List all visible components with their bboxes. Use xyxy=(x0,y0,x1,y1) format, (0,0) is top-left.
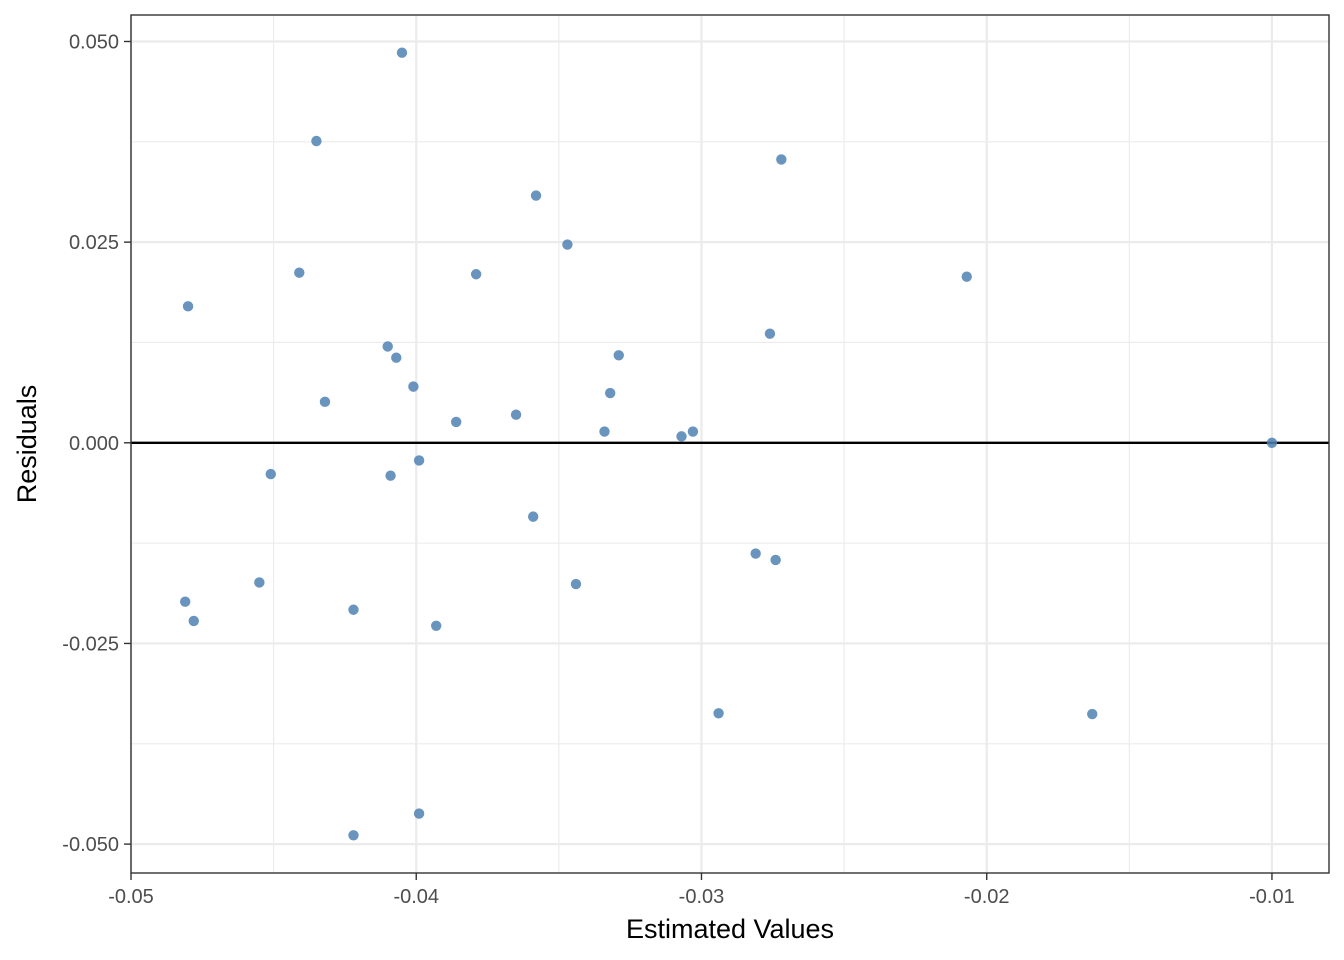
y-tick-label: 0.025 xyxy=(69,232,119,254)
data-point xyxy=(562,239,573,250)
data-point xyxy=(527,511,539,522)
data-point xyxy=(764,328,776,339)
y-tick-label: 0.000 xyxy=(69,433,119,455)
y-axis-title: Residuals xyxy=(12,385,42,504)
x-axis-title: Estimated Values xyxy=(626,914,834,944)
data-point xyxy=(687,426,699,437)
data-point xyxy=(385,470,396,481)
data-point xyxy=(510,409,522,420)
x-tick-label: -0.02 xyxy=(964,886,1010,908)
data-point xyxy=(605,387,616,399)
data-point xyxy=(599,426,610,437)
data-point xyxy=(570,578,582,590)
y-axis: -0.050 -0.025 0.000 0.025 0.050 xyxy=(62,31,131,856)
data-point xyxy=(396,47,408,58)
data-point xyxy=(431,620,442,631)
y-tick-label: -0.050 xyxy=(62,834,119,856)
data-point xyxy=(179,596,191,607)
data-point xyxy=(391,352,402,363)
data-point xyxy=(961,271,972,282)
data-point xyxy=(311,135,322,147)
data-point xyxy=(348,604,359,615)
x-tick-label: -0.01 xyxy=(1249,886,1295,908)
y-tick-label: -0.025 xyxy=(62,633,119,655)
data-point xyxy=(450,416,462,428)
x-tick-label: -0.03 xyxy=(679,886,725,908)
data-point xyxy=(265,468,276,480)
panel-border xyxy=(130,14,1330,874)
data-point xyxy=(770,554,781,566)
data-point xyxy=(382,341,393,352)
data-point xyxy=(750,548,761,559)
data-point xyxy=(319,396,331,408)
data-point xyxy=(776,154,787,165)
data-point xyxy=(1087,708,1098,720)
x-axis: -0.05 -0.04 -0.03 -0.02 -0.01 xyxy=(108,873,1295,908)
data-point xyxy=(413,455,425,466)
data-point xyxy=(408,381,419,392)
data-point xyxy=(254,577,265,588)
data-point xyxy=(294,267,305,278)
data-point xyxy=(348,830,359,841)
data-point xyxy=(188,615,199,627)
minor-gridlines xyxy=(131,15,1329,873)
x-tick-label: -0.04 xyxy=(393,886,439,908)
data-point xyxy=(182,301,194,312)
data-points xyxy=(179,47,1278,841)
data-point xyxy=(613,350,624,361)
data-point xyxy=(413,808,425,819)
data-point xyxy=(676,431,687,442)
data-point xyxy=(1266,437,1278,448)
x-tick-label: -0.05 xyxy=(108,886,154,908)
data-point xyxy=(713,708,724,719)
y-tick-label: 0.050 xyxy=(69,31,119,53)
data-point xyxy=(470,269,482,280)
data-point xyxy=(530,190,542,201)
